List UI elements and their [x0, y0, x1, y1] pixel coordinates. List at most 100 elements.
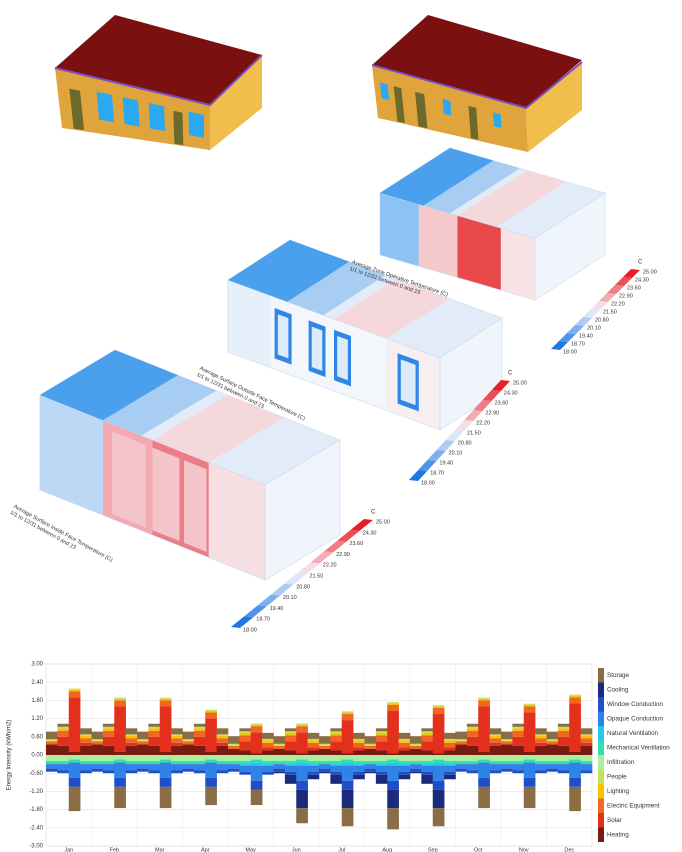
area-segment	[410, 745, 422, 746]
area-segment	[80, 735, 92, 739]
area-segment	[478, 777, 490, 787]
area-segment	[284, 728, 297, 732]
area-segment	[307, 740, 320, 743]
area-segment	[193, 736, 206, 746]
x-tick-label: Jan	[64, 847, 73, 852]
area-segment	[319, 771, 331, 774]
area-segment	[57, 726, 70, 729]
area-segment	[489, 734, 502, 736]
area-segment	[375, 765, 388, 772]
zone-face	[500, 228, 535, 300]
area-segment	[466, 736, 479, 746]
y-tick-label: 1.20	[31, 716, 43, 722]
area-segment	[341, 720, 354, 754]
area-segment	[455, 744, 468, 755]
area-segment	[319, 764, 331, 769]
area-segment	[410, 736, 422, 744]
area-segment	[296, 732, 308, 754]
legend-swatch	[231, 616, 254, 628]
area-segment	[535, 770, 547, 774]
area-segment	[262, 765, 274, 772]
legend-swatch	[418, 460, 437, 471]
legend-label: Storage	[607, 672, 630, 679]
roof	[372, 15, 582, 108]
area-segment	[46, 739, 58, 741]
area-segment	[546, 731, 559, 740]
area-segment	[410, 768, 422, 772]
area-segment	[455, 761, 468, 765]
area-segment	[307, 747, 320, 751]
area-segment	[148, 736, 161, 746]
area-segment	[159, 755, 172, 760]
area-segment	[57, 755, 70, 762]
area-segment	[159, 777, 172, 787]
area-segment	[569, 751, 581, 755]
legend-label: 22.90	[336, 552, 350, 558]
area-segment	[421, 764, 434, 766]
area-segment	[580, 734, 593, 736]
area-segment	[171, 745, 183, 755]
x-tick-label: Aug	[382, 847, 392, 852]
area-segment	[444, 742, 456, 748]
area-segment	[296, 753, 308, 755]
legend-label: Infiltration	[607, 759, 635, 766]
area-segment	[364, 771, 377, 774]
area-segment	[284, 771, 297, 775]
area-segment	[523, 755, 536, 760]
y-tick-label: -3.00	[29, 844, 43, 850]
legend-label: 23.60	[627, 285, 641, 291]
area-segment	[478, 706, 490, 752]
area-segment	[398, 765, 411, 772]
area-segment	[250, 732, 263, 754]
area-segment	[523, 712, 536, 752]
legend-unit: C	[508, 371, 513, 377]
area-segment	[580, 755, 593, 762]
area-segment	[364, 748, 377, 755]
area-segment	[421, 755, 434, 762]
area-segment	[512, 755, 525, 762]
area-segment	[546, 768, 559, 772]
area-segment	[569, 694, 581, 696]
legend-label: 22.90	[485, 410, 499, 416]
area-segment	[193, 764, 206, 771]
area-segment	[432, 780, 445, 790]
area-segment	[512, 770, 525, 774]
legend-swatch	[591, 301, 608, 310]
area-segment	[296, 726, 308, 733]
gable-wall	[210, 55, 262, 150]
y-tick-label: -0.60	[29, 771, 43, 777]
roof-zone	[40, 350, 178, 421]
legend-label: Heating	[607, 832, 629, 839]
area-segment	[444, 747, 456, 751]
area-segment	[102, 728, 115, 731]
area-segment	[216, 735, 229, 739]
area-segment	[330, 728, 343, 732]
area-segment	[501, 768, 513, 772]
area-segment	[341, 755, 354, 760]
zone-window-inner	[400, 359, 416, 406]
roof-zone	[380, 148, 494, 206]
area-segment	[239, 731, 252, 733]
zone-opening	[152, 447, 180, 541]
area-segment	[478, 697, 490, 699]
area-segment	[466, 728, 479, 731]
legend-swatch	[337, 529, 360, 542]
area-segment	[546, 740, 559, 742]
area-segment	[239, 732, 252, 736]
gable-wall	[526, 62, 582, 152]
area-segment	[193, 770, 206, 774]
area-segment	[410, 764, 422, 769]
area-segment	[102, 770, 115, 774]
area-segment	[466, 764, 479, 771]
area-segment	[193, 728, 206, 731]
legend-swatch	[270, 583, 294, 596]
area-segment	[398, 732, 411, 739]
legend-swatch	[445, 430, 464, 441]
legend-label: People	[607, 774, 627, 781]
area-segment	[535, 738, 547, 743]
area-segment	[137, 761, 149, 765]
area-segment	[125, 734, 138, 736]
area-segment	[239, 728, 252, 732]
area-segment	[512, 764, 525, 771]
area-segment	[148, 726, 161, 729]
